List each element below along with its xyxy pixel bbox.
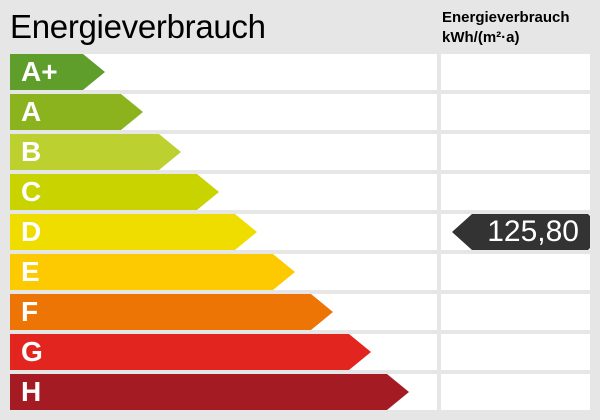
class-arrow-shape	[10, 134, 181, 170]
class-arrow-shape	[10, 54, 105, 90]
energy-class-row: A+	[10, 54, 590, 90]
class-label: B	[21, 136, 42, 167]
class-arrow-shape	[10, 94, 143, 130]
class-arrow-shape	[10, 214, 257, 250]
energy-class-row: F	[10, 294, 590, 330]
value-cell	[441, 334, 590, 370]
value-cell	[441, 54, 590, 90]
column-header: Energieverbrauch kWh/(m²·a)	[442, 8, 570, 48]
class-label: A	[21, 96, 42, 127]
column-header-line1: Energieverbrauch	[442, 9, 570, 26]
class-label: H	[21, 376, 42, 407]
class-arrow-shape	[10, 174, 219, 210]
value-cell	[441, 374, 590, 410]
energy-class-row: E	[10, 254, 590, 290]
class-arrow-shape	[10, 334, 371, 370]
column-header-line2: kWh/(m²·a)	[442, 29, 520, 46]
class-label: F	[21, 296, 39, 327]
page-title: Energieverbrauch	[10, 8, 266, 45]
class-label: A+	[21, 56, 58, 87]
energy-class-row: C	[10, 174, 590, 210]
energy-class-row: A	[10, 94, 590, 130]
value-cell	[441, 94, 590, 130]
energy-class-row: H	[10, 374, 590, 410]
energy-class-row: B	[10, 134, 590, 170]
consumption-value: 125,80	[487, 215, 579, 248]
value-cell	[441, 134, 590, 170]
class-arrow-shape	[10, 254, 295, 290]
value-cell	[441, 174, 590, 210]
class-label: E	[21, 256, 40, 287]
consumption-indicator: 125,80	[452, 214, 590, 250]
class-label: D	[21, 216, 42, 247]
class-arrow-shape	[10, 374, 409, 410]
indicator-shape	[452, 214, 590, 250]
class-arrow-shape	[10, 294, 333, 330]
energy-class-row: G	[10, 334, 590, 370]
value-cell	[441, 254, 590, 290]
value-cell	[441, 294, 590, 330]
energy-class-row: D 125,80	[10, 214, 590, 250]
class-label: G	[21, 336, 43, 367]
class-label: C	[21, 176, 42, 207]
